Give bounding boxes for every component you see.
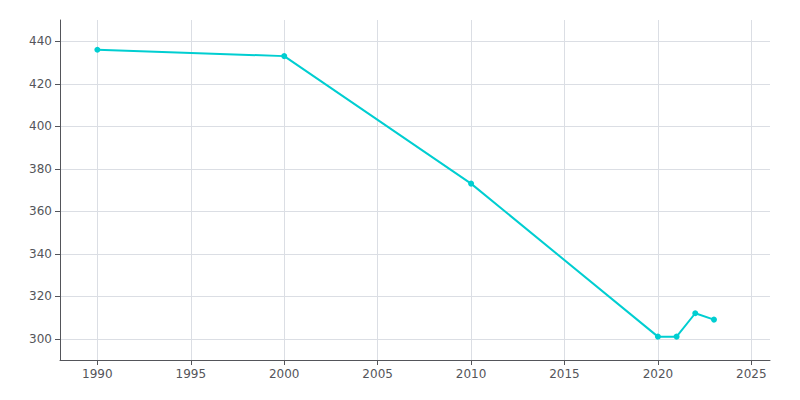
svg-text:2000: 2000 [269,367,300,381]
svg-text:300: 300 [29,332,52,346]
svg-text:400: 400 [29,119,52,133]
svg-text:440: 440 [29,34,52,48]
svg-text:2025: 2025 [736,367,767,381]
svg-text:320: 320 [29,289,52,303]
svg-text:1990: 1990 [82,367,113,381]
svg-text:2020: 2020 [643,367,674,381]
svg-text:2015: 2015 [549,367,580,381]
svg-text:380: 380 [29,162,52,176]
svg-text:1995: 1995 [176,367,207,381]
svg-text:420: 420 [29,77,52,91]
svg-text:2010: 2010 [456,367,487,381]
svg-text:340: 340 [29,247,52,261]
svg-text:360: 360 [29,204,52,218]
svg-text:2005: 2005 [362,367,393,381]
